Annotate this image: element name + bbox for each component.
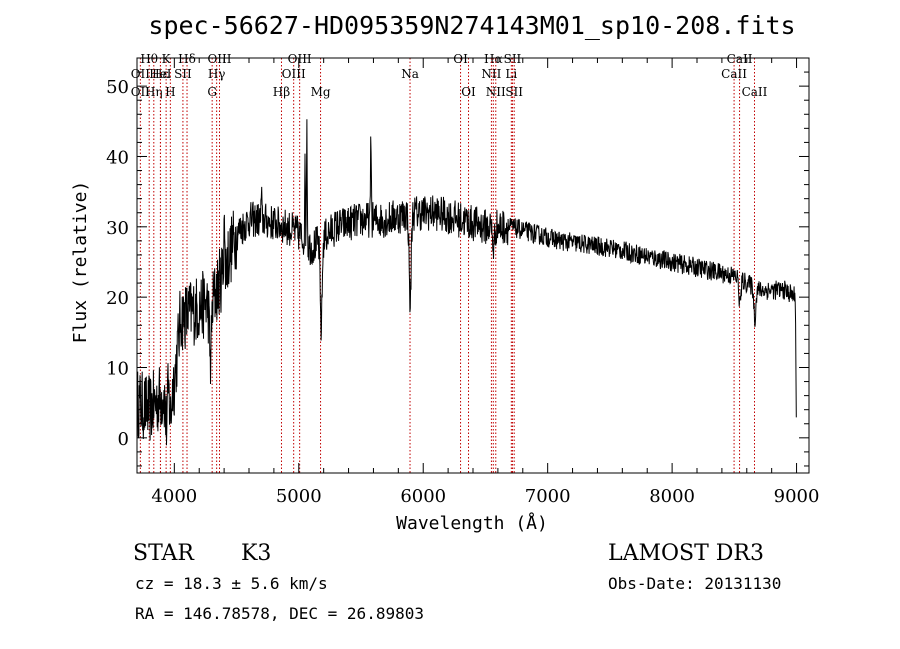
ra-dec: RA = 146.78578, DEC = 26.89803 bbox=[135, 604, 424, 623]
y-tick-label: 30 bbox=[106, 218, 129, 239]
line-label: OIII bbox=[207, 52, 231, 66]
line-label: Mg bbox=[311, 85, 331, 99]
line-label: HeI bbox=[149, 67, 172, 81]
line-label: CaII bbox=[721, 67, 747, 81]
line-label: OIII bbox=[288, 52, 312, 66]
line-label: SII bbox=[504, 52, 522, 66]
x-axis-label: Wavelength (Å) bbox=[396, 512, 548, 534]
line-label: Hγ bbox=[208, 67, 226, 81]
plot-frame bbox=[136, 57, 810, 474]
line-label: G bbox=[207, 85, 217, 99]
y-tick-label: 0 bbox=[118, 429, 129, 450]
line-label: CaII bbox=[742, 85, 768, 99]
y-tick-label: 40 bbox=[106, 147, 129, 168]
y-tick-label: 20 bbox=[106, 288, 129, 309]
y-axis-label: Flux (relative) bbox=[70, 181, 91, 344]
obs-date: Obs-Date: 20131130 bbox=[608, 574, 781, 593]
line-label: SII bbox=[505, 85, 523, 99]
cz-value: cz = 18.3 ± 5.6 km/s bbox=[135, 574, 328, 593]
line-label: OII bbox=[131, 85, 151, 99]
line-label: Li bbox=[505, 67, 517, 81]
x-tick-label: 9000 bbox=[774, 486, 820, 507]
y-tick-label: 50 bbox=[106, 77, 129, 98]
spectrum-line bbox=[136, 119, 797, 446]
y-tick-label: 10 bbox=[106, 358, 129, 379]
line-label: NII bbox=[481, 67, 501, 81]
x-tick-label: 7000 bbox=[525, 486, 571, 507]
chart-title: spec-56627-HD095359N274143M01_sp10-208.f… bbox=[148, 11, 795, 40]
line-label: OII bbox=[131, 67, 151, 81]
line-label: SII bbox=[174, 67, 192, 81]
line-label: Hδ bbox=[178, 52, 196, 66]
x-tick-label: 4000 bbox=[151, 486, 197, 507]
line-label: Hβ bbox=[273, 85, 290, 99]
x-tick-label: 5000 bbox=[276, 486, 322, 507]
line-label: OIII bbox=[282, 67, 306, 81]
y-axis: 0 10 20 30 40 50 bbox=[106, 57, 809, 467]
line-label: Hη bbox=[145, 85, 163, 99]
line-label: OI bbox=[461, 85, 476, 99]
line-label: H bbox=[165, 85, 175, 99]
object-class: STAR bbox=[133, 541, 195, 566]
line-label: Hε bbox=[152, 67, 169, 81]
subclass: K3 bbox=[241, 541, 271, 566]
line-label: Na bbox=[401, 67, 419, 81]
line-label: CaII bbox=[727, 52, 753, 66]
line-label: K bbox=[162, 52, 172, 66]
survey-name: LAMOST DR3 bbox=[608, 541, 764, 566]
x-tick-label: 6000 bbox=[400, 486, 446, 507]
x-axis: 4000 5000 6000 7000 8000 9000 bbox=[151, 58, 819, 507]
line-label: Hα bbox=[484, 52, 503, 66]
line-label: OI bbox=[453, 52, 468, 66]
line-label: NII bbox=[486, 85, 506, 99]
x-tick-label: 8000 bbox=[649, 486, 695, 507]
line-label: Hθ bbox=[140, 52, 158, 66]
